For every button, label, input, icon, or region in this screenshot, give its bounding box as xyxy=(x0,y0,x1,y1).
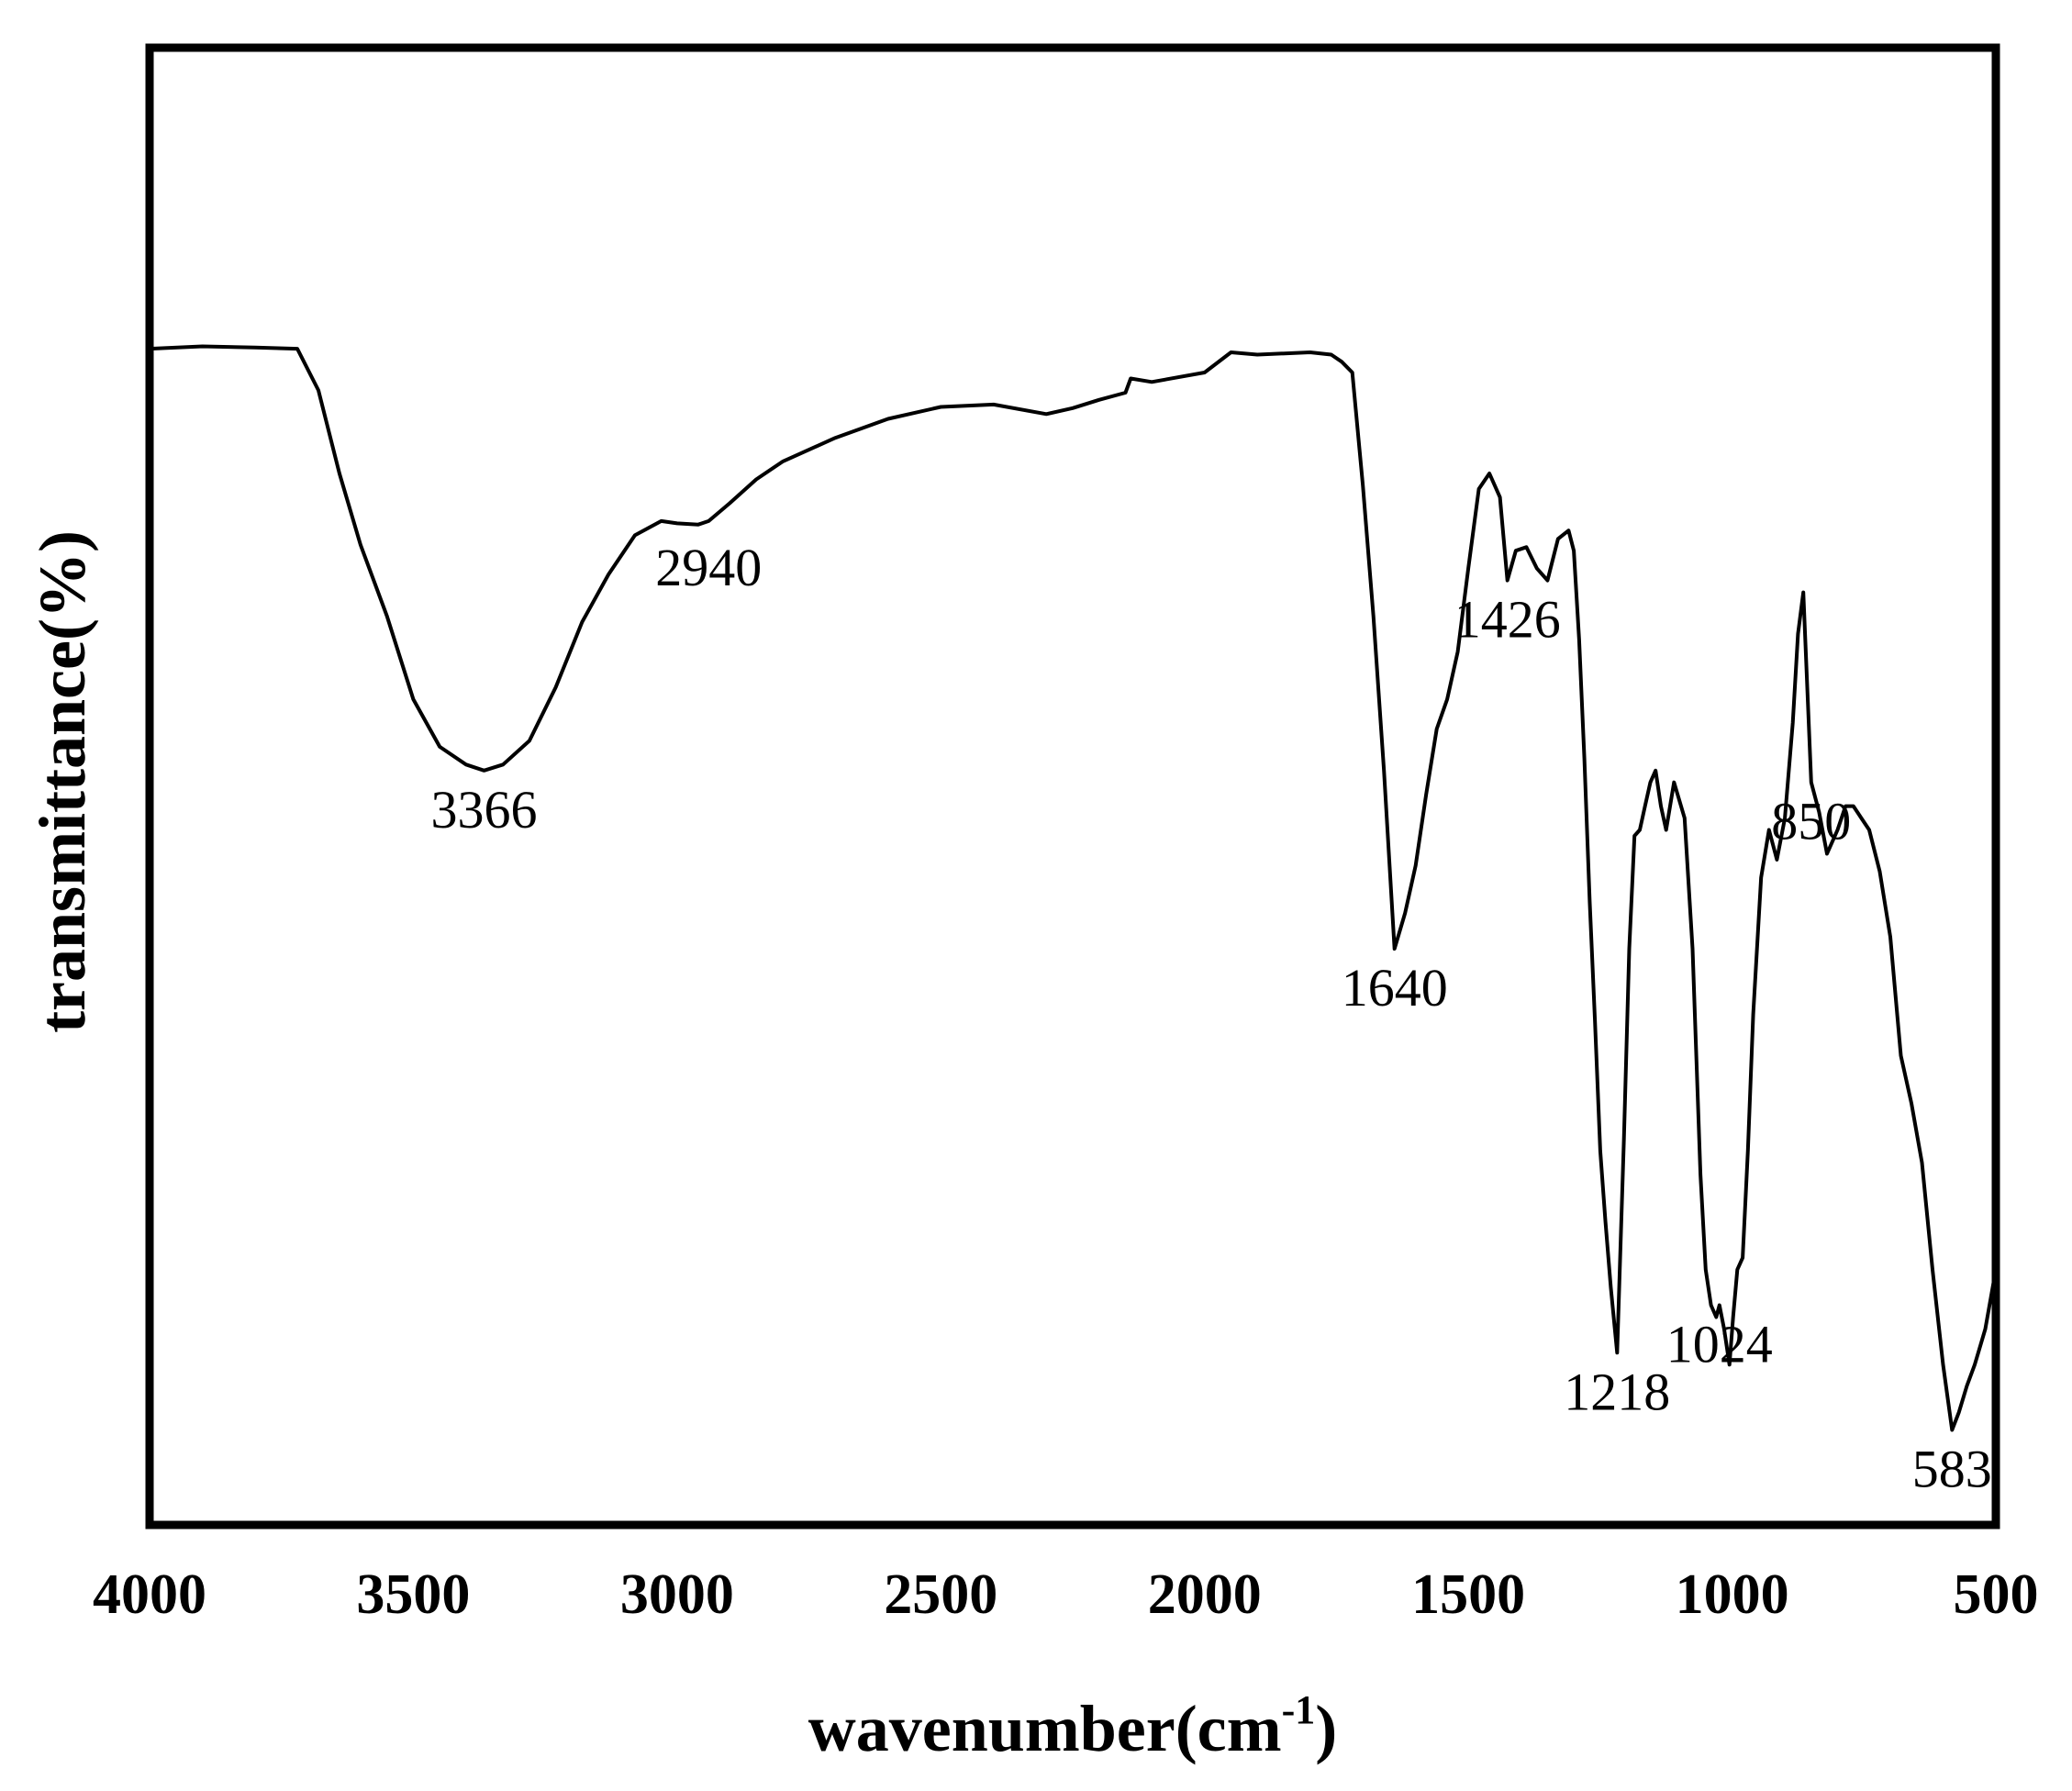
x-tick-label: 2500 xyxy=(884,1563,997,1626)
peak-label: 1218 xyxy=(1564,1362,1670,1421)
x-tick-label: 1000 xyxy=(1676,1563,1789,1626)
plot-frame xyxy=(145,43,2000,1530)
x-axis-title: wavenumber(cm-1) xyxy=(808,1687,1338,1765)
peak-label: 1640 xyxy=(1342,958,1448,1018)
peak-label: 1024 xyxy=(1666,1315,1773,1374)
peak-label: 583 xyxy=(1912,1440,1992,1499)
x-tick-label: 2000 xyxy=(1148,1563,1262,1626)
peak-label: 3366 xyxy=(431,780,538,840)
x-tick-label: 3000 xyxy=(620,1563,734,1626)
spectrum-line-0 xyxy=(149,344,1998,1432)
peak-label: 2940 xyxy=(655,538,762,597)
plot-area xyxy=(149,344,1998,1432)
x-tick-label: 500 xyxy=(1954,1563,2039,1626)
peak-label: 1426 xyxy=(1454,590,1561,650)
peak-label: 850 xyxy=(1771,792,1851,851)
x-tick-label: 1500 xyxy=(1411,1563,1525,1626)
x-axis-ticks: 4000 3500 3000 2500 2000 1500 1000 500 xyxy=(93,1563,2039,1626)
x-tick-label: 4000 xyxy=(93,1563,206,1626)
y-axis-title: transmittance(%) xyxy=(26,530,99,1033)
x-tick-label: 3500 xyxy=(356,1563,470,1626)
